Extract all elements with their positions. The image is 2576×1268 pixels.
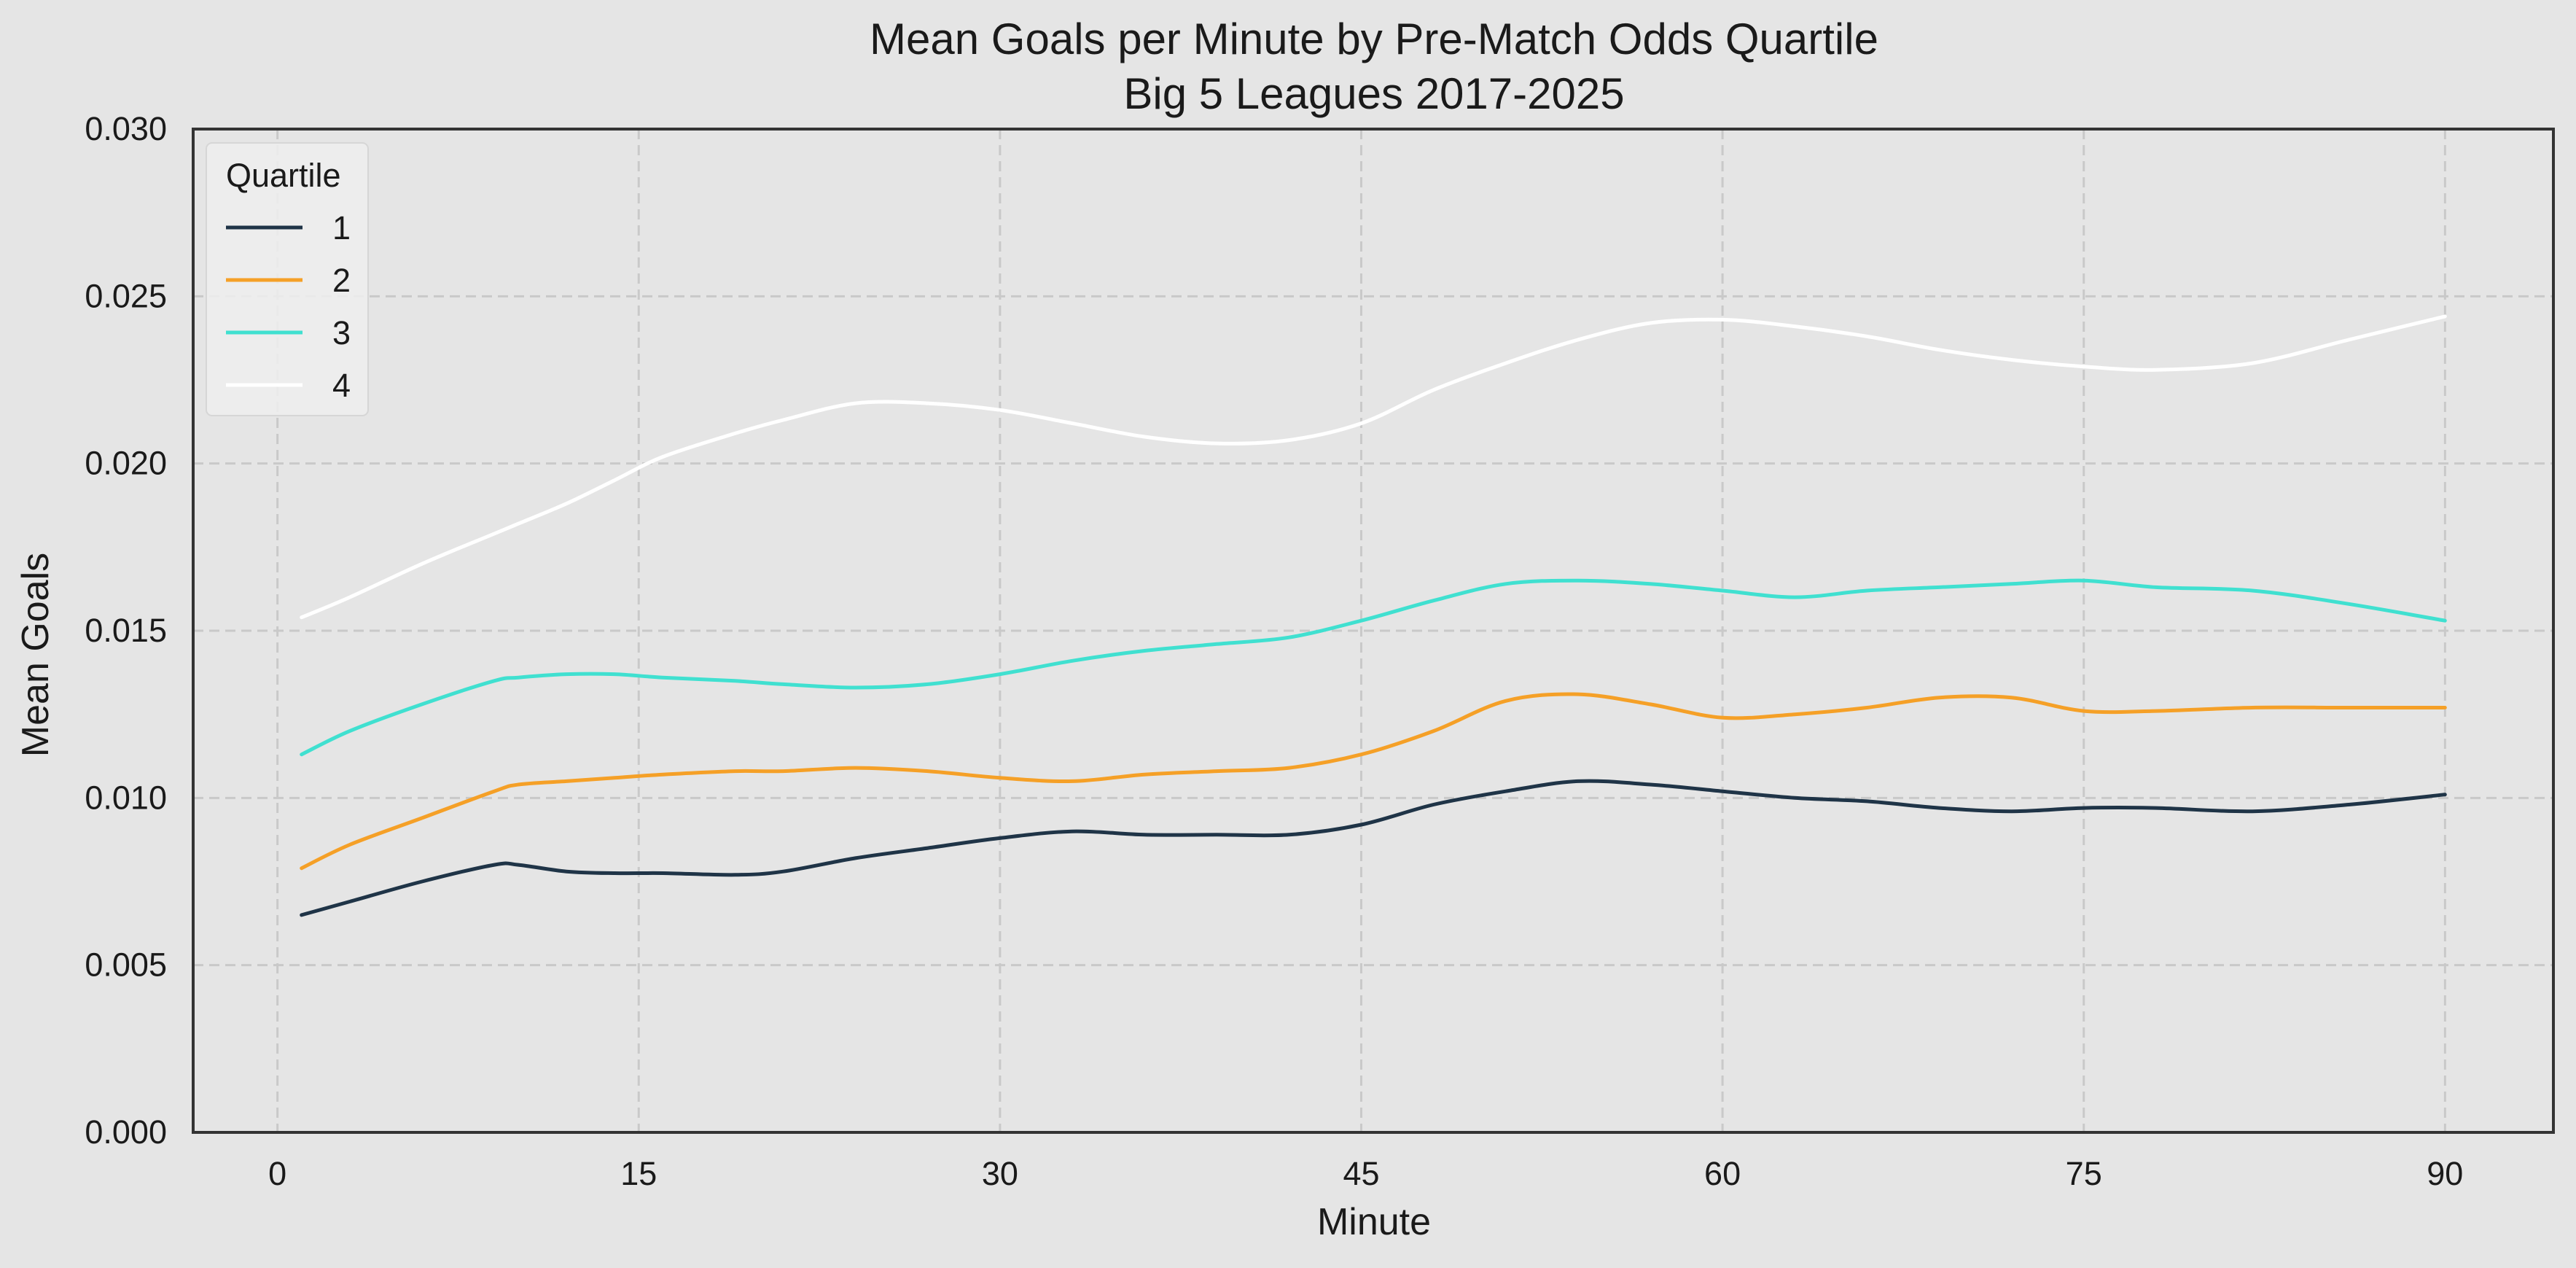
series-line-quartile-4: [300, 314, 2447, 620]
x-tick-label: 0: [268, 1155, 286, 1192]
series-line-quartile-2: [300, 692, 2447, 871]
legend-label-2: 2: [332, 262, 351, 299]
y-axis-ticks: 0.000 0.005 0.010 0.015 0.020 0.025 0.030: [85, 110, 167, 1151]
legend-label-4: 4: [332, 367, 351, 404]
series-line-quartile-1: [300, 779, 2447, 917]
grid: [193, 129, 2553, 1132]
plot-frame: [192, 128, 2555, 1134]
legend-label-1: 1: [332, 209, 351, 246]
legend-title: Quartile: [226, 157, 341, 194]
y-tick-label: 0.030: [85, 110, 167, 147]
legend-label-3: 3: [332, 314, 351, 351]
y-tick-label: 0.010: [85, 779, 167, 816]
y-tick-label: 0.020: [85, 445, 167, 482]
y-tick-label: 0.025: [85, 277, 167, 314]
y-tick-label: 0.005: [85, 946, 167, 984]
x-axis-ticks: 0 15 30 45 60 75 90: [268, 1155, 2463, 1192]
x-tick-label: 15: [620, 1155, 657, 1192]
x-tick-label: 30: [982, 1155, 1018, 1192]
y-tick-label: 0.000: [85, 1113, 167, 1151]
x-axis-label: Minute: [1317, 1201, 1431, 1243]
chart-subtitle: Big 5 Leagues 2017-2025: [1123, 69, 1624, 118]
y-axis-label: Mean Goals: [15, 553, 57, 757]
x-tick-label: 45: [1343, 1155, 1379, 1192]
y-tick-label: 0.015: [85, 612, 167, 649]
legend: Quartile 1 2 3 4: [206, 142, 369, 416]
series-lines: [300, 314, 2447, 917]
series-line-quartile-3: [300, 578, 2447, 757]
chart-title: Mean Goals per Minute by Pre-Match Odds …: [870, 15, 1878, 63]
x-tick-label: 90: [2427, 1155, 2463, 1192]
x-tick-label: 60: [1704, 1155, 1741, 1192]
x-tick-label: 75: [2066, 1155, 2102, 1192]
